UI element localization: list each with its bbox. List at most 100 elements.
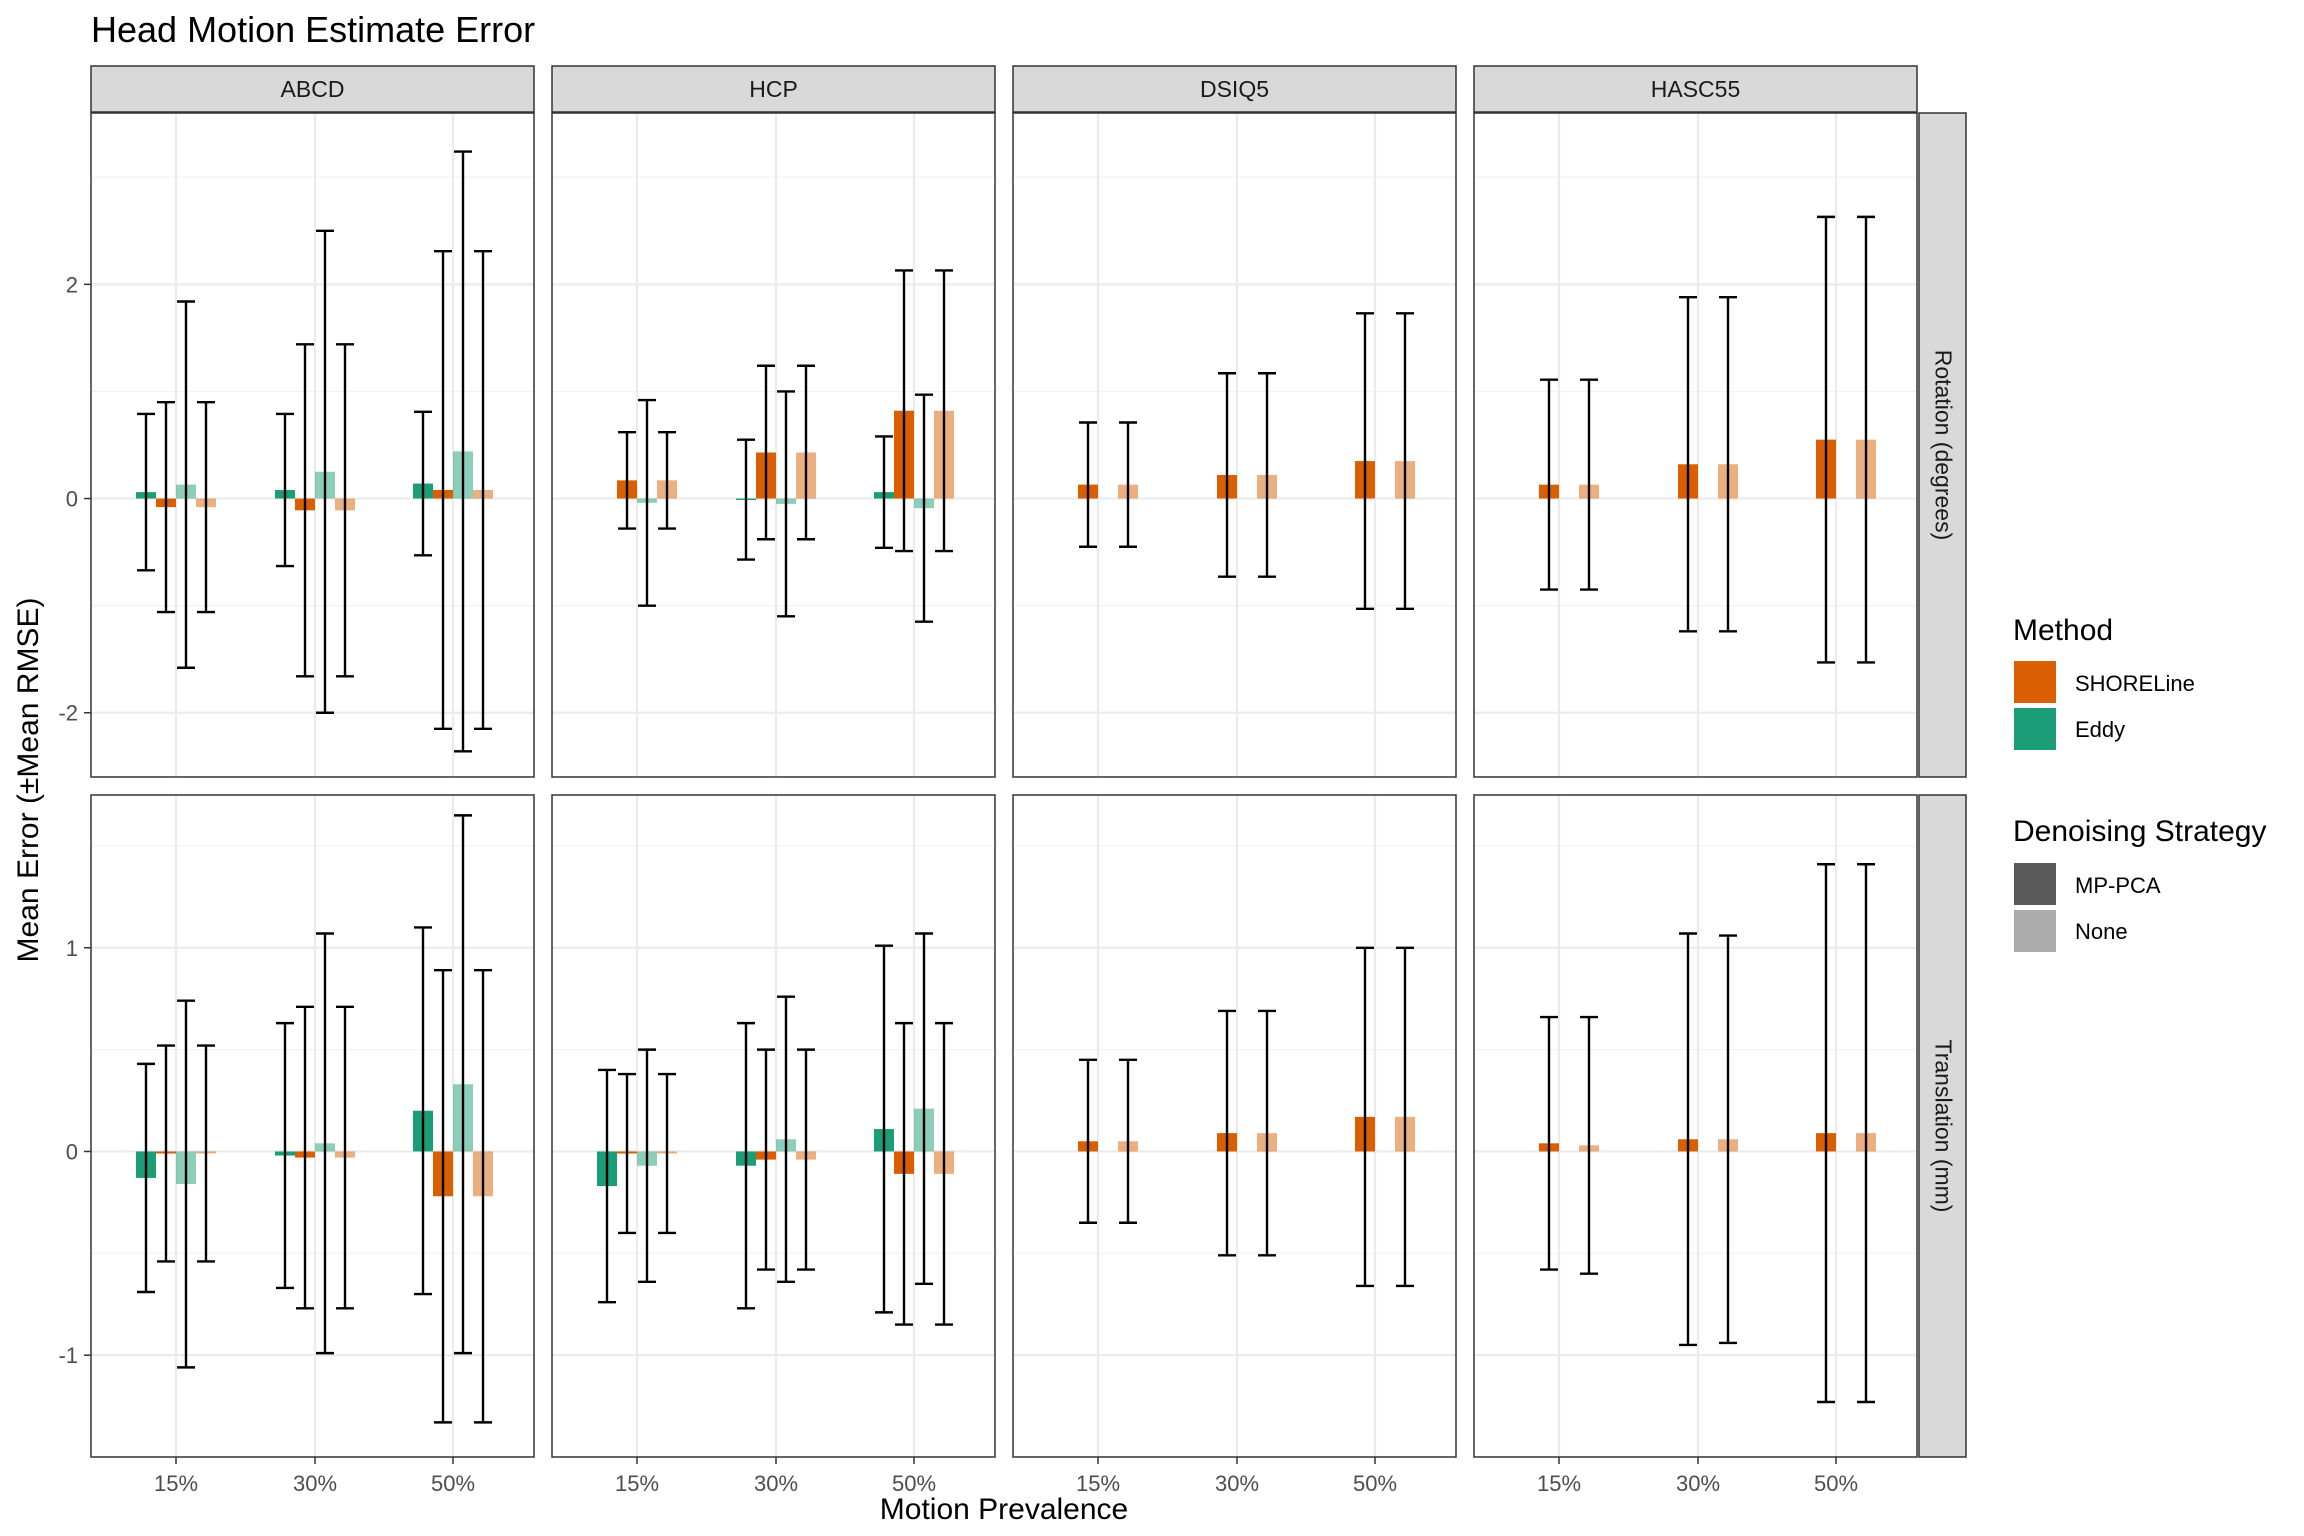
error-bar-eddy-none-50 <box>454 150 472 753</box>
x-tick-label: 30% <box>754 1471 798 1496</box>
error-bar-shoreline-mp-pca-15 <box>618 430 636 530</box>
x-tick-label: 15% <box>1537 1471 1581 1496</box>
panel-border <box>1012 794 1457 1458</box>
legend-label-eddy: Eddy <box>2075 717 2125 742</box>
error-bar-shoreline-mp-pca-15 <box>1079 421 1097 548</box>
error-bar-eddy-mp-pca-50 <box>414 410 432 557</box>
error-bar-eddy-none-30 <box>316 932 334 1355</box>
strip-dsiq5 <box>1012 65 1457 113</box>
strip-translation-mm <box>1918 794 1967 1458</box>
panel-border <box>551 794 996 1458</box>
panel-border <box>1473 794 1918 1458</box>
error-bar-shoreline-mp-pca-50 <box>1817 215 1835 664</box>
error-bar-shoreline-none-30 <box>1719 934 1737 1345</box>
error-bar-shoreline-mp-pca-50 <box>895 1021 913 1326</box>
error-bar-shoreline-none-15 <box>1580 378 1598 591</box>
y-tick-label: 0 <box>66 1139 78 1164</box>
panel-background <box>1474 795 1917 1457</box>
error-bar-shoreline-none-30 <box>1258 1009 1276 1257</box>
error-bar-eddy-none-30 <box>777 390 795 618</box>
panel-border <box>1012 112 1457 778</box>
y-axis-title: Mean Error (±Mean RMSE) <box>12 598 45 963</box>
error-bar-eddy-mp-pca-50 <box>875 435 893 550</box>
legend-label-mp-pca: MP-PCA <box>2075 873 2161 898</box>
x-tick-label: 15% <box>154 1471 198 1496</box>
error-bar-shoreline-none-50 <box>1396 312 1414 611</box>
panel-border <box>90 112 535 778</box>
error-bar-shoreline-none-30 <box>336 1005 354 1310</box>
strip-label-rotation-degrees: Rotation (degrees) <box>1931 350 1957 541</box>
strip-label-dsiq5: DSIQ5 <box>1200 76 1269 102</box>
legend: Method SHORELine Eddy Denoising Strategy… <box>2013 614 2266 952</box>
error-bar-eddy-mp-pca-15 <box>137 1062 155 1294</box>
legend-swatch-none <box>2014 910 2056 952</box>
error-bar-eddy-none-15 <box>177 999 195 1369</box>
panel-abcd-rotation-degrees <box>90 112 535 778</box>
error-bar-eddy-mp-pca-30 <box>276 412 294 568</box>
error-bar-shoreline-mp-pca-50 <box>1356 946 1374 1288</box>
error-bar-eddy-mp-pca-50 <box>875 944 893 1314</box>
x-tick-label: 50% <box>892 1471 936 1496</box>
error-bar-shoreline-none-50 <box>474 249 492 731</box>
x-tick-label: 50% <box>1353 1471 1397 1496</box>
error-bar-eddy-mp-pca-15 <box>598 1068 616 1304</box>
error-bar-shoreline-mp-pca-30 <box>1218 1009 1236 1257</box>
error-bar-shoreline-mp-pca-50 <box>1817 863 1835 1404</box>
error-bar-shoreline-mp-pca-50 <box>1356 312 1374 611</box>
error-bar-eddy-mp-pca-30 <box>737 1021 755 1310</box>
x-tick-label: 15% <box>1076 1471 1120 1496</box>
legend-label-shoreline: SHORELine <box>2075 671 2195 696</box>
panel-abcd-translation-mm <box>90 794 535 1458</box>
error-bar-shoreline-mp-pca-30 <box>1218 372 1236 578</box>
y-tick-label: 1 <box>66 936 78 961</box>
error-bar-shoreline-none-15 <box>197 1044 215 1263</box>
error-bar-eddy-none-15 <box>638 1048 656 1284</box>
strip-hcp <box>551 65 996 113</box>
y-tick-label: -1 <box>58 1343 78 1368</box>
error-bar-shoreline-none-50 <box>935 269 953 553</box>
error-bar-shoreline-mp-pca-30 <box>1679 932 1697 1347</box>
panel-border <box>90 794 535 1458</box>
panel-background <box>1013 795 1456 1457</box>
strip-label-hcp: HCP <box>749 76 798 102</box>
panel-background <box>552 113 995 777</box>
panel-hcp-translation-mm <box>551 794 996 1458</box>
legend-swatch-shoreline <box>2014 661 2056 703</box>
error-bar-eddy-none-15 <box>177 300 195 669</box>
error-bar-shoreline-mp-pca-30 <box>757 1048 775 1271</box>
x-tick-label: 50% <box>431 1471 475 1496</box>
error-bar-shoreline-mp-pca-30 <box>1679 296 1697 633</box>
strip-label-hasc55: HASC55 <box>1651 76 1740 102</box>
strip-hasc55 <box>1473 65 1918 113</box>
error-bar-shoreline-none-50 <box>1857 215 1875 664</box>
legend-swatch-mp-pca <box>2014 863 2056 905</box>
error-bar-eddy-none-50 <box>454 814 472 1355</box>
x-tick-label: 30% <box>1215 1471 1259 1496</box>
legend-strategy-title: Denoising Strategy <box>2013 815 2266 848</box>
strip-rotation-degrees <box>1918 112 1967 778</box>
error-bar-eddy-none-15 <box>638 398 656 607</box>
error-bar-eddy-none-50 <box>915 932 933 1286</box>
x-tick-label: 30% <box>1676 1471 1720 1496</box>
legend-label-none: None <box>2075 919 2128 944</box>
panel-hasc55-translation-mm <box>1473 794 1918 1458</box>
error-bar-shoreline-none-50 <box>474 968 492 1424</box>
legend-swatch-eddy <box>2014 708 2056 750</box>
error-bar-shoreline-none-30 <box>797 364 815 541</box>
panel-dsiq5-rotation-degrees <box>1012 112 1457 778</box>
strip-abcd <box>90 65 535 113</box>
error-bar-shoreline-mp-pca-15 <box>157 1044 175 1263</box>
error-bar-shoreline-none-15 <box>658 430 676 530</box>
strip-label-translation-mm: Translation (mm) <box>1931 1040 1957 1213</box>
error-bar-eddy-mp-pca-15 <box>137 412 155 572</box>
y-tick-label: 2 <box>66 272 78 297</box>
error-bar-shoreline-mp-pca-50 <box>434 968 452 1424</box>
error-bar-eddy-none-30 <box>777 995 795 1284</box>
error-bar-eddy-mp-pca-50 <box>414 926 432 1296</box>
panel-hcp-rotation-degrees <box>551 112 996 778</box>
x-tick-label: 30% <box>293 1471 337 1496</box>
error-bar-shoreline-none-15 <box>1119 1058 1137 1224</box>
error-bar-shoreline-mp-pca-30 <box>296 343 314 678</box>
error-bar-shoreline-mp-pca-30 <box>757 364 775 541</box>
